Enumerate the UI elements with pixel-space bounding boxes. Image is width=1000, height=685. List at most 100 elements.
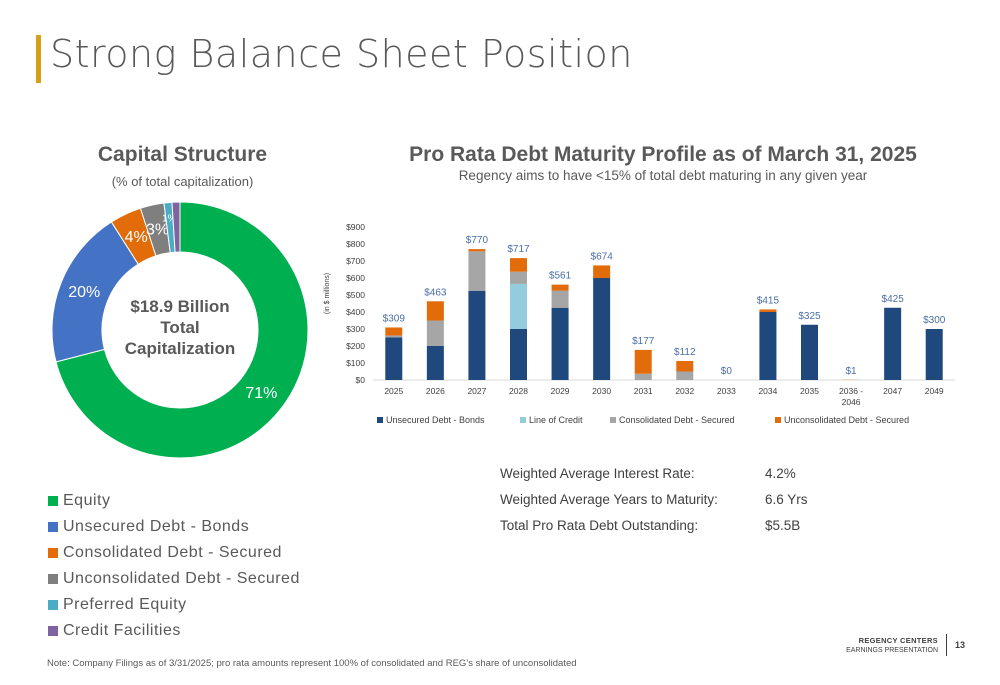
capital-structure-donut-chart: 71%20%4%3%1%1%$18.9 BillionTotalCapitali… <box>51 201 309 459</box>
bar-segment-unsecured-debt-bonds <box>593 278 611 380</box>
bar-legend-label: Consolidated Debt - Secured <box>619 415 735 425</box>
legend-swatch <box>48 496 58 506</box>
donut-center-label: Total <box>160 318 199 337</box>
bar-segment-consolidated-debt-secured <box>510 271 527 284</box>
debt-maturity-bar-chart: $0 $100 $200 $300 $400 $500 $600 $700 $800 $900 (i… <box>324 222 955 425</box>
bar-segment-consolidated-debt-secured <box>551 290 569 308</box>
x-tick-label: 2046 <box>842 397 861 407</box>
y-tick-label: $800 <box>346 239 365 249</box>
donut-slice-label: 71% <box>245 385 277 402</box>
legend-item: Equity <box>48 488 300 514</box>
bar-segment-consolidated-debt-secured <box>634 373 652 380</box>
stat-value: 6.6 Yrs <box>765 491 808 507</box>
legend-swatch <box>48 574 58 584</box>
x-tick-label: 2047 <box>883 386 902 396</box>
brand-subtitle: EARNINGS PRESENTATION <box>846 647 938 654</box>
bar-legend-swatch <box>775 417 781 423</box>
bar-segment-unsecured-debt-bonds <box>510 329 527 380</box>
y-tick-label: $600 <box>346 273 365 283</box>
y-tick-label: $500 <box>346 290 365 300</box>
bar-total-label: $415 <box>757 295 780 306</box>
bar-segment-unsecured-debt-bonds <box>468 290 486 380</box>
bar-segment-consolidated-debt-secured <box>385 335 403 338</box>
stat-label: Total Pro Rata Debt Outstanding: <box>500 517 699 533</box>
bar-segment-unconsolidated-debt-secured <box>759 309 777 312</box>
bar-segment-unconsolidated-debt-secured <box>510 258 527 272</box>
x-tick-label: 2032 <box>675 386 694 396</box>
legend-label: Unsecured Debt - Bonds <box>63 518 250 535</box>
bar-total-label: $674 <box>591 251 614 262</box>
donut-center-label: Capitalization <box>125 339 236 358</box>
brand-divider <box>946 634 947 656</box>
legend-item: Unsecured Debt - Bonds <box>48 514 300 540</box>
bar-segment-consolidated-debt-secured <box>426 320 444 346</box>
x-tick-label: 2026 <box>426 386 445 396</box>
x-tick-label: 2035 <box>800 386 819 396</box>
donut-slice-equity <box>55 201 309 459</box>
capital-structure-title: Capital Structure <box>97 143 268 166</box>
bar-segment-unconsolidated-debt-secured <box>551 284 569 291</box>
bar-total-label: $717 <box>507 244 530 255</box>
y-tick-label: $200 <box>346 341 365 351</box>
donut-slice-label: 4% <box>125 229 148 246</box>
bar-segment-unsecured-debt-bonds <box>551 307 569 380</box>
y-tick-label: $100 <box>346 358 365 368</box>
debt-maturity-subtitle: Regency aims to have <15% of total debt … <box>458 168 868 183</box>
legend-item: Consolidated Debt - Secured <box>48 540 300 566</box>
y-tick-label: $700 <box>346 256 365 266</box>
bar-segment-unconsolidated-debt-secured <box>593 265 611 278</box>
bar-total-label: $770 <box>466 235 489 246</box>
legend-swatch <box>48 626 58 636</box>
legend-label: Equity <box>63 492 111 509</box>
x-tick-label: 2034 <box>758 386 777 396</box>
stat-value: $5.5B <box>765 517 801 533</box>
bar-segment-consolidated-debt-secured <box>468 251 486 291</box>
x-tick-label: 2025 <box>384 386 403 396</box>
legend-swatch <box>48 600 58 610</box>
x-tick-label: 2036 - <box>839 386 863 396</box>
stat-row-interest-rate: Weighted Average Interest Rate: 4.2% <box>500 460 808 486</box>
bar-total-label: $112 <box>674 347 696 358</box>
donut-slice-credit-facilities <box>171 201 181 253</box>
x-tick-label: 2028 <box>509 386 528 396</box>
donut-slice-label: 20% <box>68 284 100 301</box>
bar-segment-unsecured-debt-bonds <box>884 307 902 380</box>
footer-note: Note: Company Filings as of 3/31/2025; p… <box>47 658 577 669</box>
bar-total-label: $309 <box>383 313 406 324</box>
bar-total-label: $1 <box>846 366 858 377</box>
capital-structure-legend: Equity Unsecured Debt - Bonds Consolidated… <box>48 488 300 644</box>
bar-segment-line-of-credit <box>510 283 527 329</box>
y-tick-label: $0 <box>356 375 366 385</box>
legend-item: Unconsolidated Debt - Secured <box>48 566 300 592</box>
x-tick-label: 2029 <box>551 386 570 396</box>
bar-segment-unconsolidated-debt-secured <box>385 327 403 336</box>
bar-legend-label: Unsecured Debt - Bonds <box>386 415 485 425</box>
x-tick-label: 2049 <box>925 386 944 396</box>
bar-total-label: $463 <box>424 287 447 298</box>
stat-label: Weighted Average Interest Rate: <box>500 465 695 481</box>
bar-segment-unsecured-debt-bonds <box>801 324 818 380</box>
bar-total-label: $0 <box>721 366 733 377</box>
legend-label: Preferred Equity <box>63 596 187 613</box>
bar-total-label: $177 <box>632 336 655 347</box>
x-tick-label: 2031 <box>634 386 653 396</box>
bar-legend-label: Line of Credit <box>529 415 583 425</box>
bar-segment-consolidated-debt-secured <box>676 371 694 380</box>
bar-legend-swatch <box>610 417 616 423</box>
legend-swatch <box>48 548 58 558</box>
debt-maturity-title: Pro Rata Debt Maturity Profile as of Mar… <box>409 143 917 166</box>
bar-segment-unsecured-debt-bonds <box>426 346 444 380</box>
bar-segment-unconsolidated-debt-secured <box>426 301 444 321</box>
y-tick-label: $400 <box>346 307 365 317</box>
page-title: Strong Balance Sheet Position <box>50 32 633 76</box>
bar-segment-unconsolidated-debt-secured <box>676 360 694 372</box>
y-tick-label: $900 <box>346 222 365 232</box>
donut-center-label: $18.9 Billion <box>130 297 229 316</box>
x-tick-label: 2027 <box>467 386 486 396</box>
stat-row-total-debt: Total Pro Rata Debt Outstanding: $5.5B <box>500 512 808 538</box>
donut-slice-label: 1% <box>162 214 177 225</box>
bar-total-label: $325 <box>798 311 821 322</box>
brand-name: REGENCY CENTERS <box>858 636 938 645</box>
bar-legend-swatch <box>520 417 526 423</box>
stat-label: Weighted Average Years to Maturity: <box>500 491 718 507</box>
